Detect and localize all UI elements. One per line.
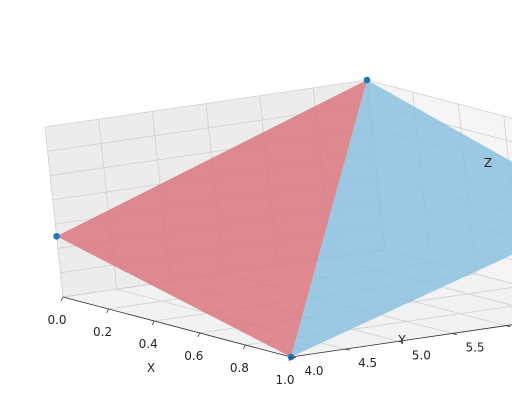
y-tick-label: 4.5 — [358, 356, 377, 370]
y-axis-label: Y — [397, 333, 406, 347]
x-tick-label: 0.6 — [184, 349, 203, 363]
y-tick — [451, 333, 458, 335]
x-tick — [60, 296, 64, 302]
x-axis-line — [62, 296, 292, 358]
x-tick — [243, 344, 246, 350]
y-tick-label: 5.5 — [465, 341, 484, 355]
z-axis-label: Z — [484, 156, 492, 170]
y-tick — [505, 325, 511, 328]
x-tick — [151, 320, 155, 326]
x-tick-label: 0.8 — [230, 361, 249, 375]
data-point-2 — [363, 76, 371, 84]
x-tick-label: 0.2 — [93, 325, 112, 339]
x-axis-label: X — [147, 361, 155, 375]
y-tick-label: 4.0 — [304, 364, 323, 378]
y-tick — [344, 348, 350, 351]
x-tick — [288, 356, 292, 362]
surface — [56, 80, 512, 357]
x-tick-label: 0.4 — [139, 337, 158, 351]
y-tick-label: 5.0 — [412, 348, 431, 362]
surface-triangle-2 — [291, 80, 512, 357]
x-tick — [197, 332, 201, 338]
data-markers — [53, 76, 371, 361]
axis-ticks: 0.00.20.40.60.81.04.04.55.05.56.06.57.02… — [47, 296, 511, 387]
x-tick-label: 1.0 — [275, 373, 294, 387]
x-tick-label: 0.0 — [47, 313, 66, 327]
x-tick — [106, 308, 109, 314]
y-tick — [290, 356, 297, 359]
surface-triangle-1 — [56, 80, 367, 357]
y-tick — [398, 340, 404, 343]
data-point-1 — [53, 232, 60, 240]
